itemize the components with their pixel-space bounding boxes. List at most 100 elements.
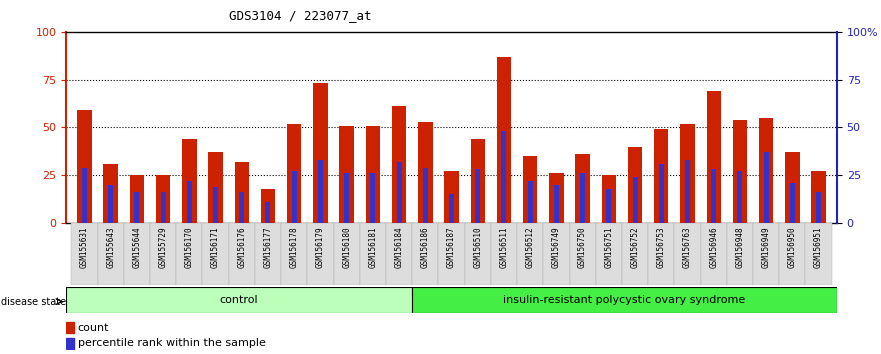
Bar — [234, 162, 249, 223]
Bar — [685, 160, 690, 223]
Text: GSM156178: GSM156178 — [290, 226, 299, 268]
Text: GSM156951: GSM156951 — [814, 226, 823, 268]
Bar — [501, 131, 507, 223]
Text: GSM156171: GSM156171 — [211, 226, 220, 268]
Bar — [314, 84, 328, 223]
Bar — [208, 152, 223, 223]
Bar — [733, 120, 747, 223]
Bar — [82, 167, 87, 223]
FancyBboxPatch shape — [66, 287, 411, 313]
FancyBboxPatch shape — [622, 223, 648, 285]
Text: GSM156181: GSM156181 — [368, 226, 377, 268]
Text: GSM156186: GSM156186 — [421, 226, 430, 268]
Bar — [339, 126, 354, 223]
FancyBboxPatch shape — [412, 223, 439, 285]
Bar — [764, 152, 769, 223]
Bar — [392, 107, 406, 223]
Bar — [160, 193, 166, 223]
Text: GSM156180: GSM156180 — [342, 226, 352, 268]
Bar — [66, 322, 74, 333]
Bar — [287, 124, 301, 223]
Text: GSM156510: GSM156510 — [473, 226, 482, 268]
Text: GSM156177: GSM156177 — [263, 226, 272, 268]
FancyBboxPatch shape — [255, 223, 281, 285]
Text: GSM156752: GSM156752 — [631, 226, 640, 268]
Bar — [790, 183, 795, 223]
Text: GDS3104 / 223077_at: GDS3104 / 223077_at — [229, 9, 372, 22]
Bar — [292, 171, 297, 223]
Bar — [785, 152, 800, 223]
Bar — [707, 91, 721, 223]
Text: GSM155644: GSM155644 — [132, 226, 141, 268]
Bar — [423, 167, 428, 223]
FancyBboxPatch shape — [334, 223, 359, 285]
Text: GSM155729: GSM155729 — [159, 226, 167, 268]
Bar — [265, 202, 270, 223]
Text: count: count — [78, 322, 109, 332]
Text: GSM156949: GSM156949 — [762, 226, 771, 268]
FancyBboxPatch shape — [176, 223, 203, 285]
FancyBboxPatch shape — [596, 223, 622, 285]
Text: GSM156948: GSM156948 — [736, 226, 744, 268]
Text: GSM156170: GSM156170 — [185, 226, 194, 268]
Bar — [528, 181, 533, 223]
Bar — [103, 164, 118, 223]
Bar — [370, 173, 375, 223]
FancyBboxPatch shape — [439, 223, 464, 285]
FancyBboxPatch shape — [780, 223, 805, 285]
FancyBboxPatch shape — [123, 223, 150, 285]
Text: GSM156763: GSM156763 — [683, 226, 692, 268]
FancyBboxPatch shape — [569, 223, 596, 285]
FancyBboxPatch shape — [648, 223, 674, 285]
Bar — [497, 57, 511, 223]
Text: GSM156511: GSM156511 — [500, 226, 508, 268]
FancyBboxPatch shape — [150, 223, 176, 285]
Bar — [711, 170, 716, 223]
Bar — [418, 122, 433, 223]
Bar — [66, 338, 74, 349]
FancyBboxPatch shape — [805, 223, 832, 285]
Text: percentile rank within the sample: percentile rank within the sample — [78, 338, 265, 348]
Text: GSM156179: GSM156179 — [316, 226, 325, 268]
FancyBboxPatch shape — [700, 223, 727, 285]
FancyBboxPatch shape — [464, 223, 491, 285]
FancyBboxPatch shape — [71, 223, 98, 285]
Bar — [737, 171, 743, 223]
Text: GSM156751: GSM156751 — [604, 226, 613, 268]
Bar — [759, 118, 774, 223]
Bar — [659, 164, 663, 223]
Bar — [580, 173, 585, 223]
FancyBboxPatch shape — [386, 223, 412, 285]
Bar — [78, 110, 92, 223]
Bar — [654, 129, 669, 223]
Text: disease state: disease state — [1, 297, 66, 307]
Text: GSM155643: GSM155643 — [106, 226, 115, 268]
FancyBboxPatch shape — [229, 223, 255, 285]
Bar — [449, 194, 454, 223]
Bar — [344, 173, 349, 223]
Bar — [470, 139, 485, 223]
Bar — [130, 175, 144, 223]
Bar — [444, 171, 459, 223]
Bar — [554, 185, 559, 223]
Text: GSM156749: GSM156749 — [552, 226, 561, 268]
FancyBboxPatch shape — [544, 223, 569, 285]
FancyBboxPatch shape — [727, 223, 753, 285]
FancyBboxPatch shape — [411, 287, 837, 313]
FancyBboxPatch shape — [98, 223, 123, 285]
Text: GSM156512: GSM156512 — [526, 226, 535, 268]
Bar — [628, 147, 642, 223]
FancyBboxPatch shape — [674, 223, 700, 285]
Text: GSM155631: GSM155631 — [80, 226, 89, 268]
FancyBboxPatch shape — [517, 223, 544, 285]
Text: GSM156184: GSM156184 — [395, 226, 403, 268]
Bar — [575, 154, 589, 223]
FancyBboxPatch shape — [307, 223, 334, 285]
Bar — [811, 171, 825, 223]
Bar — [240, 193, 244, 223]
Text: GSM156176: GSM156176 — [237, 226, 247, 268]
Bar — [261, 189, 275, 223]
FancyBboxPatch shape — [281, 223, 307, 285]
Text: GSM156750: GSM156750 — [578, 226, 587, 268]
Bar — [606, 189, 611, 223]
